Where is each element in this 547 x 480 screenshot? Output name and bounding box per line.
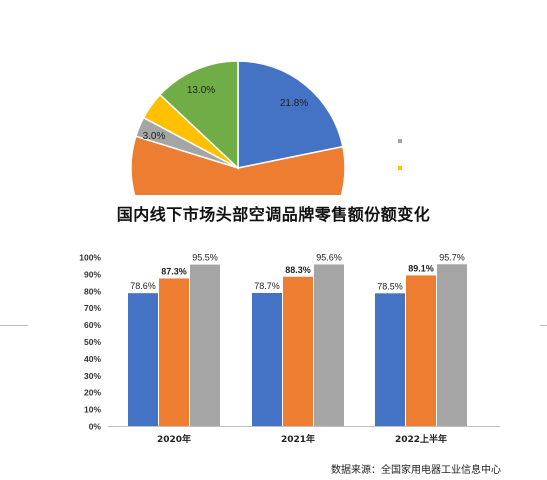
bar-1-1 xyxy=(283,276,313,426)
y-tick-label: 20% xyxy=(84,388,101,398)
pie-chart-svg: 21.8% 3.0% 13.0% xyxy=(130,60,402,195)
y-tick-label: 80% xyxy=(84,286,101,296)
legend-marker-0 xyxy=(398,139,402,143)
pie-label-4: 13.0% xyxy=(187,85,215,96)
bar-0-0 xyxy=(128,293,158,426)
pie-slice-4 xyxy=(158,60,239,170)
legend-marker-1 xyxy=(398,166,402,170)
pie-slice-0 xyxy=(237,60,344,169)
bar-2-2 xyxy=(437,264,467,426)
bar-1-2 xyxy=(314,264,344,426)
bar-value-label: 78.5% xyxy=(377,281,403,291)
y-tick-label: 50% xyxy=(84,337,101,347)
y-tick-label: 30% xyxy=(84,371,101,381)
source-note: 数据来源：全国家用电器工业信息中心 xyxy=(331,465,501,476)
y-tick-label: 60% xyxy=(84,320,101,330)
y-tick-label: 70% xyxy=(84,303,101,313)
bar-value-label: 89.1% xyxy=(408,263,434,273)
chart-title: 国内线下市场头部空调品牌零售额份额变化 xyxy=(116,205,431,224)
pie-label-0: 21.8% xyxy=(280,98,308,109)
bar-value-label: 88.3% xyxy=(285,265,311,275)
bar-2-1 xyxy=(406,275,436,426)
bar-1-0 xyxy=(252,292,282,426)
x-category-label: 2021年 xyxy=(281,433,315,445)
y-tick-label: 90% xyxy=(84,269,101,279)
divider-left xyxy=(0,325,28,326)
pie-chart-cropped: 21.8% 3.0% 13.0% xyxy=(0,0,547,195)
y-tick-label: 0% xyxy=(89,422,102,432)
pie-slice-1 xyxy=(130,135,346,195)
pie-label-2: 3.0% xyxy=(143,131,166,142)
bar-value-label: 78.7% xyxy=(254,281,280,291)
bar-0-1 xyxy=(159,278,189,426)
x-category-label: 2022上半年 xyxy=(395,433,447,445)
bar-0-2 xyxy=(190,264,220,426)
divider-right xyxy=(540,325,547,326)
bar-value-label: 95.6% xyxy=(316,252,342,262)
y-tick-label: 10% xyxy=(84,405,101,415)
x-category-label: 2020年 xyxy=(157,433,191,445)
bar-value-label: 87.3% xyxy=(161,266,187,276)
bar-value-label: 95.7% xyxy=(439,252,465,262)
y-tick-label: 40% xyxy=(84,354,101,364)
y-tick-label: 100% xyxy=(79,253,101,263)
bar-value-label: 95.5% xyxy=(192,253,218,263)
bar-value-label: 78.6% xyxy=(130,281,156,291)
bar-2-0 xyxy=(375,293,405,426)
